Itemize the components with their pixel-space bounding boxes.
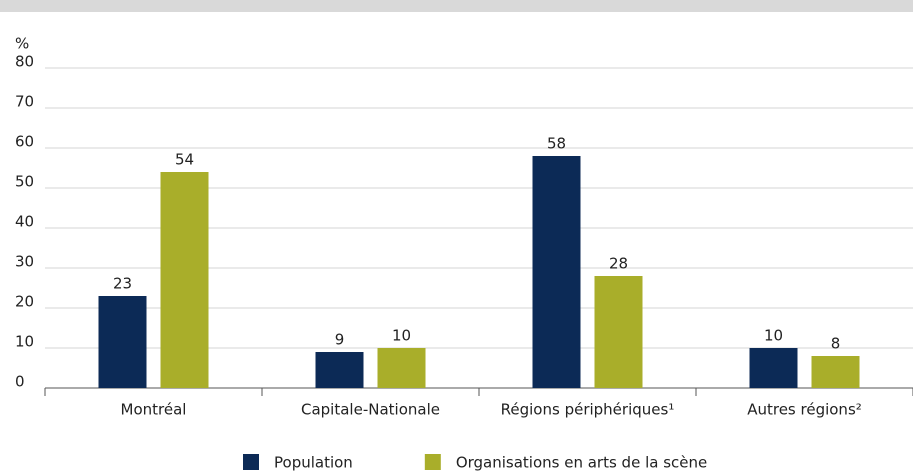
y-tick-label: 40 <box>15 213 34 231</box>
data-label: 23 <box>113 275 132 293</box>
y-tick-label: 0 <box>15 373 25 391</box>
legend-label: Population <box>274 454 353 472</box>
bar <box>532 156 581 388</box>
data-label: 10 <box>392 327 411 345</box>
x-tick-label: Montréal <box>121 401 187 419</box>
bar <box>377 348 426 388</box>
y-axis-label: % <box>15 35 29 53</box>
y-tick-label: 70 <box>15 93 34 111</box>
x-tick-label: Capitale-Nationale <box>301 401 440 419</box>
data-label: 28 <box>609 255 628 273</box>
legend-label: Organisations en arts de la scène <box>456 454 707 472</box>
y-tick-label: 50 <box>15 173 34 191</box>
data-label: 9 <box>335 331 345 349</box>
data-label: 58 <box>547 135 566 153</box>
x-tick-label: Autres régions² <box>747 401 862 419</box>
bar <box>594 276 643 388</box>
data-label: 8 <box>831 335 841 353</box>
bar <box>160 172 209 388</box>
bar <box>315 352 364 388</box>
legend-swatch <box>424 454 441 470</box>
data-label: 54 <box>175 151 194 169</box>
bar <box>749 348 798 388</box>
data-label: 10 <box>764 327 783 345</box>
top-band <box>0 0 913 12</box>
y-tick-label: 80 <box>15 53 34 71</box>
y-tick-label: 60 <box>15 133 34 151</box>
y-tick-label: 20 <box>15 293 34 311</box>
y-tick-label: 10 <box>15 333 34 351</box>
bar <box>811 356 860 388</box>
x-tick-label: Régions périphériques¹ <box>501 401 675 419</box>
bar <box>98 296 147 388</box>
legend-swatch <box>243 454 259 470</box>
y-tick-label: 30 <box>15 253 34 271</box>
